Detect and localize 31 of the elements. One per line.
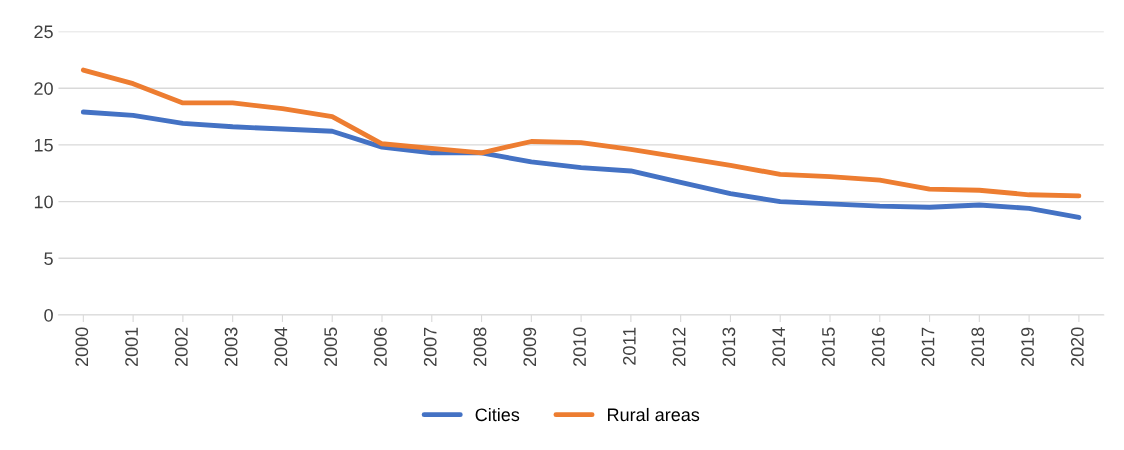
x-tick-label: 2018 — [971, 327, 985, 367]
line-series — [80, 109, 1082, 220]
x-tick-label: 2000 — [75, 327, 89, 367]
legend-label: Cities — [475, 407, 520, 422]
x-tick-label: 2020 — [1070, 327, 1084, 367]
x-tick-label: 2014 — [772, 327, 786, 367]
x-tick-label: 2001 — [125, 327, 138, 367]
x-tick-label: 2006 — [374, 327, 387, 367]
x-tick-label: 2010 — [573, 327, 586, 367]
legend-label: Rural areas — [608, 407, 700, 422]
x-tick-label: 2015 — [822, 327, 835, 367]
x-tick-label: 2005 — [324, 327, 338, 367]
x-tick-label: 2019 — [1021, 327, 1034, 367]
x-tick-label: 2012 — [672, 327, 686, 367]
x-tick-label: 2008 — [473, 327, 487, 367]
x-tick-label: 2007 — [423, 327, 437, 367]
x-tick-label: 2009 — [523, 327, 537, 367]
y-tick-label: 10 — [34, 195, 53, 209]
y-tick-label: 5 — [44, 252, 53, 266]
x-tick-label: 2017 — [921, 327, 935, 367]
y-tick-label: 20 — [34, 82, 53, 95]
y-tick-label: 0 — [44, 308, 53, 322]
x-tick-label: 2011 — [622, 327, 636, 365]
y-tick-label: 25 — [34, 25, 53, 39]
line-series — [80, 67, 1082, 199]
x-tick-label: 2003 — [224, 327, 238, 367]
y-tick-label: 15 — [34, 139, 53, 152]
x-tick-label: 2004 — [274, 327, 288, 367]
x-tick-label: 2016 — [871, 327, 885, 367]
x-tick-label: 2002 — [174, 327, 188, 367]
x-tick-label: 2013 — [722, 327, 736, 367]
